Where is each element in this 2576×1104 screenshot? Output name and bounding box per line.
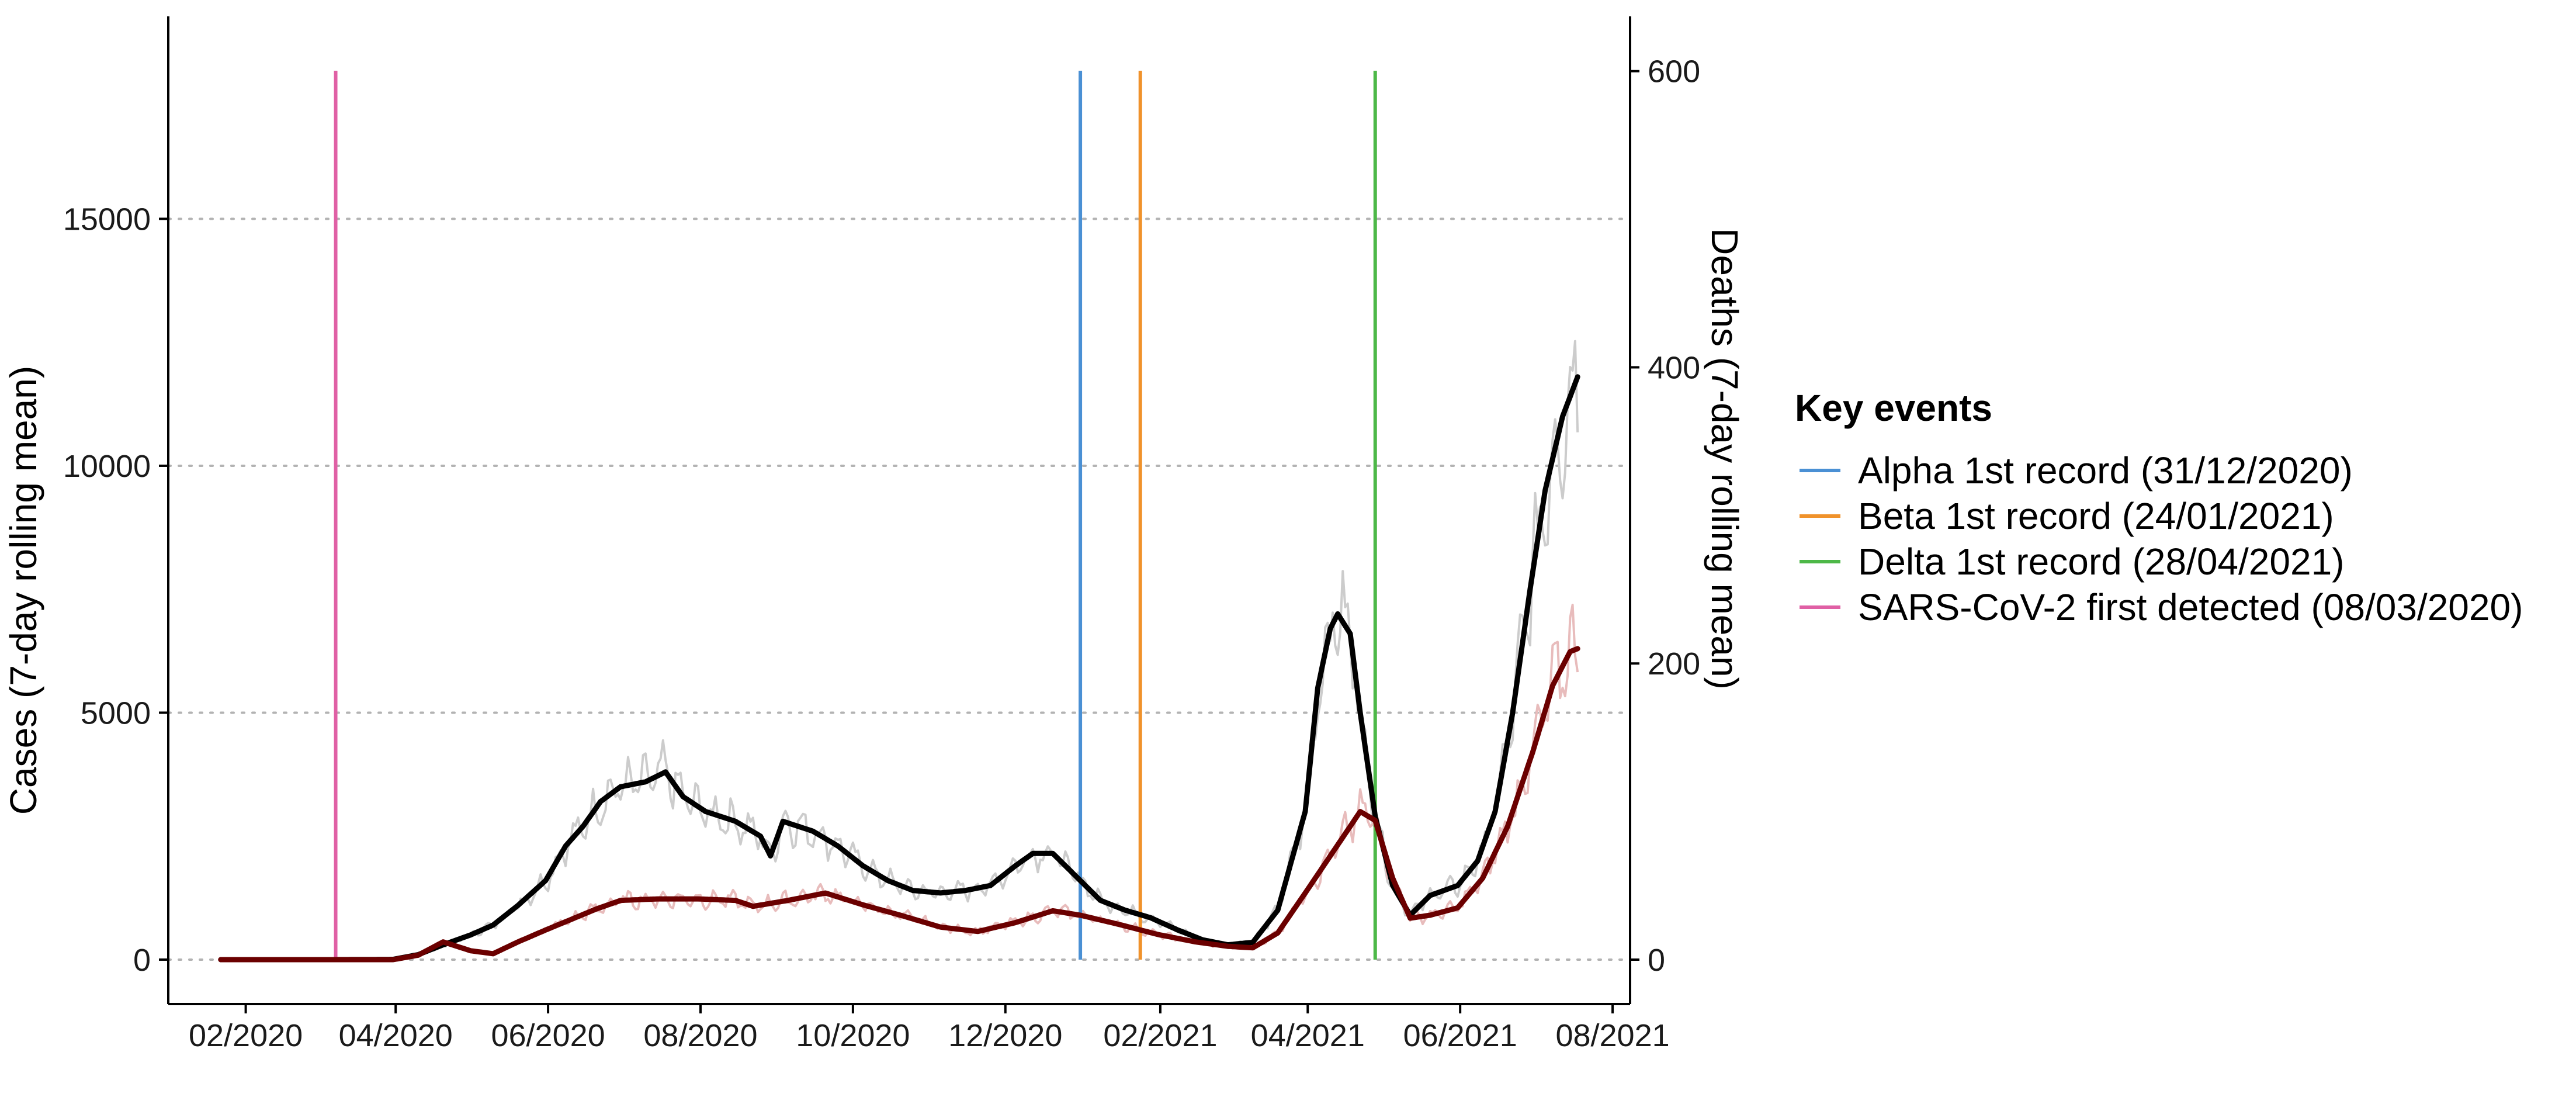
legend-label-2: Delta 1st record (28/04/2021): [1858, 541, 2344, 583]
x-tick-label: 06/2020: [491, 1018, 605, 1053]
y-left-tick-label: 0: [133, 943, 151, 978]
x-tick-label: 10/2020: [796, 1018, 910, 1053]
x-tick-label: 06/2021: [1403, 1018, 1517, 1053]
x-tick-label: 08/2021: [1555, 1018, 1669, 1053]
x-tick-label: 02/2021: [1103, 1018, 1217, 1053]
gridlines: [167, 217, 1631, 961]
y-axis-left-label: Cases (7-day rolling mean): [2, 366, 44, 815]
x-tick-label: 04/2021: [1251, 1018, 1365, 1053]
x-tick-label: 04/2020: [339, 1018, 453, 1053]
x-tick-label: 02/2020: [189, 1018, 303, 1053]
legend-label-3: SARS-CoV-2 first detected (08/03/2020): [1858, 586, 2523, 628]
y-left-tick-label: 10000: [63, 449, 151, 484]
y-right-tick-label: 400: [1648, 350, 1700, 385]
y-right-tick-label: 0: [1648, 943, 1665, 978]
y-right-tick-label: 600: [1648, 54, 1700, 89]
axes: [159, 16, 1639, 1013]
x-tick-label: 12/2020: [948, 1018, 1062, 1053]
legend-label-0: Alpha 1st record (31/12/2020): [1858, 449, 2353, 492]
series-line-deaths: [218, 646, 1580, 963]
y-left-tick-label: 15000: [63, 202, 151, 237]
event-lines: [334, 70, 1377, 960]
tick-labels: 02/2020 04/2020 06/2020 08/2020 10/2020 12/20…: [63, 54, 1700, 1053]
legend-title: Key events: [1795, 387, 1992, 429]
x-tick-label: 08/2020: [643, 1018, 757, 1053]
y-left-tick-label: 5000: [81, 695, 151, 731]
y-right-tick-label: 200: [1648, 646, 1700, 681]
legend-label-1: Beta 1st record (24/01/2021): [1858, 495, 2334, 537]
rolling-mean-series: [218, 374, 1580, 963]
y-axis-right-label: Deaths (7-day rolling mean): [1704, 228, 1746, 690]
legend: Key events Alpha 1st record (31/12/2020)…: [1795, 387, 2523, 628]
